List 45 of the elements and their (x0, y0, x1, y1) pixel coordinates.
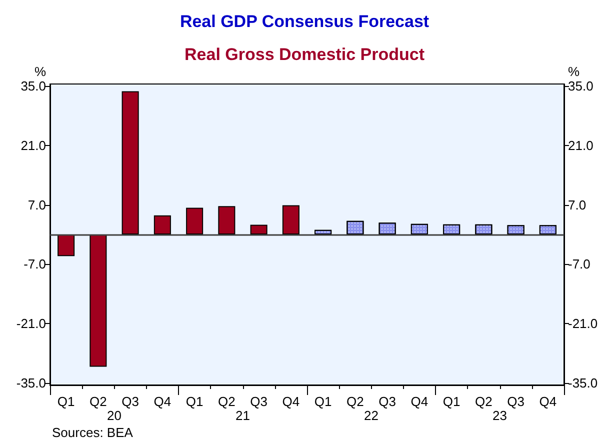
chart-subtitle: Real Gross Domestic Product (184, 45, 425, 64)
bar (282, 205, 300, 234)
y2-tick-label: 7.0 (568, 197, 586, 212)
y2-tick-label: 21.0 (568, 138, 594, 153)
x-tick-label: Q1 (442, 394, 460, 409)
y-axis-title: % (34, 64, 46, 79)
x-tick-label: Q3 (250, 394, 268, 409)
bar (58, 234, 75, 256)
chart-title: Real GDP Consensus Forecast (180, 12, 430, 31)
bar (90, 234, 107, 367)
x-tick-label: Q2 (90, 394, 107, 409)
bar (218, 206, 236, 234)
text: 21 (236, 408, 250, 423)
y-tick-label: -7.0 (24, 256, 46, 272)
y-tick-label: 35.0 (20, 78, 46, 94)
y2-axis-title: % (568, 64, 580, 79)
x-tick-label: Q1 (186, 394, 204, 409)
x-tick-label: Q4 (410, 394, 428, 409)
x-tick-label: Q4 (539, 394, 557, 409)
y2-tick-label: -21.0 (568, 316, 598, 332)
x-tick-label: Q2 (218, 394, 236, 409)
bar (250, 224, 268, 234)
y2-tick-label: -35.0 (568, 375, 598, 390)
x-tick-label: Q2 (346, 394, 364, 409)
x-tick-label: Q3 (507, 394, 524, 409)
y2-tick-label: -7.0 (568, 256, 590, 272)
text: 22 (364, 408, 378, 423)
source-note: Sources: BEA (52, 425, 134, 440)
x-tick-label: Q4 (282, 394, 300, 409)
y-tick-label: 21.0 (20, 138, 46, 153)
text: 20 (107, 408, 122, 423)
y-tick-label: -35.0 (16, 375, 46, 390)
y2-tick-label: 35.0 (568, 78, 594, 94)
y-tick-label: 7.0 (28, 197, 46, 212)
y-tick-label: -21.0 (16, 316, 46, 332)
bar (122, 91, 139, 234)
x-tick-label: Q4 (154, 394, 172, 409)
x-tick-label: Q3 (122, 394, 139, 409)
x-tick-label: Q1 (57, 394, 75, 409)
text: 23 (492, 408, 507, 423)
x-tick-label: Q1 (314, 394, 332, 409)
bar (154, 215, 171, 234)
bar (186, 208, 204, 234)
x-tick-label: Q2 (475, 394, 492, 409)
x-tick-label: Q3 (378, 394, 396, 409)
